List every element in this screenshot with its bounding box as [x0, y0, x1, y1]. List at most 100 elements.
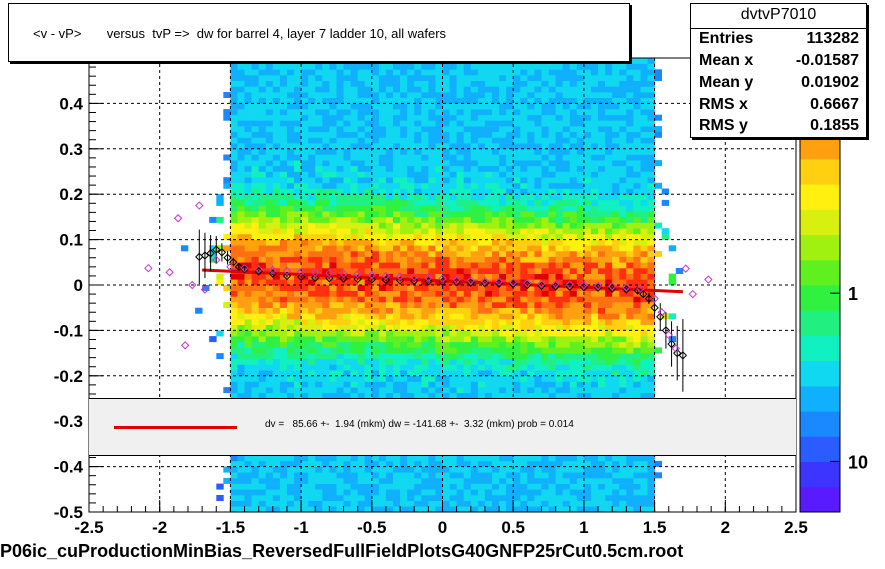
heatmap-cell [428, 75, 436, 81]
heatmap-cell [265, 245, 274, 252]
heatmap-cell [492, 313, 500, 320]
heatmap-cell [591, 313, 599, 320]
profile-black-point [381, 275, 391, 285]
heatmap-cell [393, 188, 401, 195]
heatmap-cell [364, 92, 373, 98]
heatmap-cell [414, 262, 422, 269]
heatmap-cell [272, 273, 281, 280]
heatmap-cell [244, 143, 252, 150]
heatmap-cell [598, 114, 606, 121]
heatmap-cell [562, 262, 571, 269]
heatmap-cell [633, 114, 641, 121]
heatmap-cell [442, 92, 450, 98]
heatmap-cell [633, 120, 641, 127]
heatmap-cell [414, 358, 422, 365]
heatmap-cell [287, 239, 295, 246]
heatmap-cell [308, 358, 316, 365]
profile-magenta-point [466, 276, 475, 285]
heatmap-cell [315, 279, 323, 286]
heatmap-cell [237, 392, 245, 399]
heatmap-cell [364, 495, 373, 501]
heatmap-cell [393, 211, 401, 218]
heatmap-cell [371, 256, 380, 263]
heatmap-cell [364, 313, 373, 320]
heatmap-cell [343, 137, 351, 144]
heatmap-cell [534, 285, 542, 291]
heatmap-cell [294, 347, 302, 354]
heatmap-cell [251, 75, 259, 81]
heatmap-cell [421, 353, 429, 360]
profile-magenta-point [226, 262, 235, 272]
heatmap-cell [619, 341, 627, 348]
heatmap-cell [251, 370, 259, 377]
heatmap-cell [541, 109, 549, 116]
heatmap-cell [449, 466, 457, 473]
heatmap-cell [400, 69, 408, 76]
heatmap-cell [619, 455, 627, 462]
heatmap-cell [258, 307, 267, 314]
heatmap-cell [315, 222, 323, 229]
heatmap-cell [598, 165, 606, 172]
heatmap-cell [343, 131, 351, 138]
heatmap-cell [499, 69, 507, 76]
heatmap-cell [583, 75, 592, 81]
heatmap-cell [308, 86, 316, 93]
heatmap-cell [378, 239, 387, 246]
heatmap-cell [308, 75, 316, 81]
heatmap-cell [230, 92, 238, 98]
heatmap-cell [513, 160, 521, 167]
heatmap-cell [647, 131, 655, 138]
heatmap-cell [463, 466, 472, 473]
heatmap-cell [470, 160, 479, 167]
heatmap-cell [534, 273, 542, 280]
heatmap-cell [456, 120, 464, 127]
heatmap-cell [393, 285, 401, 291]
heatmap-cell [520, 131, 528, 138]
heatmap-cell [378, 171, 387, 178]
heatmap-cell [527, 313, 535, 320]
heatmap-cell [279, 347, 288, 354]
heatmap-cell [251, 353, 259, 360]
heatmap-cell [272, 313, 281, 320]
heatmap-cell [598, 296, 606, 303]
heatmap-cell [442, 262, 450, 269]
heatmap-cell [279, 177, 288, 184]
heatmap-cell [470, 500, 479, 507]
heatmap-cell [477, 228, 486, 235]
heatmap-cell [499, 103, 507, 110]
heatmap-cell [265, 216, 274, 223]
heatmap-cell [414, 268, 422, 274]
heatmap-cell [294, 364, 302, 371]
heatmap-cell [315, 137, 323, 144]
heatmap-cell [421, 194, 429, 201]
heatmap-cell [499, 137, 507, 144]
heatmap-cell [470, 319, 479, 325]
heatmap-cell [244, 387, 252, 394]
heatmap-cell [463, 75, 472, 81]
heatmap-cell [640, 336, 648, 343]
heatmap-cell [428, 222, 436, 229]
heatmap-cell [541, 268, 549, 274]
heatmap-cell [591, 69, 599, 76]
heatmap-cell [350, 370, 358, 377]
heatmap-cell [598, 216, 606, 223]
heatmap-cell [301, 279, 309, 286]
heatmap-cell [605, 233, 613, 240]
heatmap-cell [336, 285, 344, 291]
heatmap-cell [308, 381, 316, 388]
heatmap-cell [555, 262, 563, 269]
heatmap-cell [492, 347, 500, 354]
heatmap-cell [591, 477, 599, 484]
heatmap-cell [265, 296, 274, 303]
heatmap-cell [492, 120, 500, 127]
heatmap-cell [591, 336, 599, 343]
heatmap-cell [393, 63, 401, 70]
heatmap-cell [315, 80, 323, 87]
heatmap-cell [605, 330, 613, 337]
heatmap-cell [562, 126, 571, 133]
heatmap-cell [350, 483, 358, 490]
heatmap-cell [308, 370, 316, 377]
heatmap-cell [605, 120, 613, 127]
heatmap-cell [499, 143, 507, 150]
heatmap-cell [315, 381, 323, 388]
